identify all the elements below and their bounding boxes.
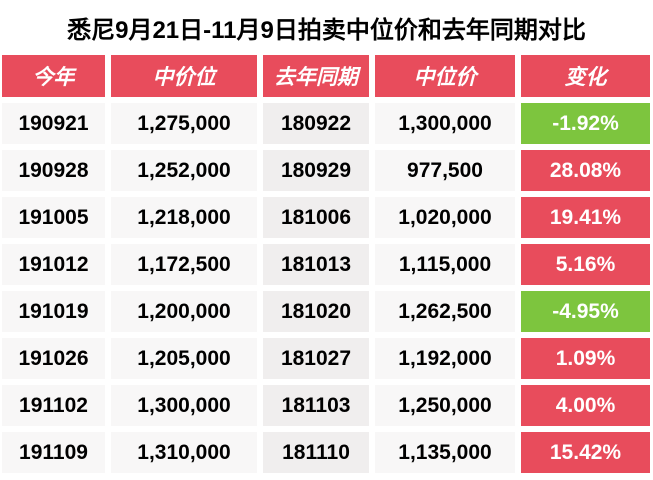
- auction-table: 今年 中价位 去年同期 中位价 变化 190921 1,275,000 180922 1,30…: [0, 55, 653, 473]
- last-year-median-cell: 1,020,000: [375, 197, 515, 238]
- last-year-cell: 181006: [263, 197, 369, 238]
- last-year-median-cell: 1,262,500: [375, 291, 515, 332]
- last-year-cell: 181110: [263, 432, 369, 473]
- last-year-median-cell: 1,300,000: [375, 103, 515, 144]
- table-row: 191019 1,200,000 181020 1,262,500 -4.95%: [2, 291, 653, 332]
- this-year-median-cell: 1,252,000: [111, 150, 257, 191]
- this-year-median-cell: 1,205,000: [111, 338, 257, 379]
- last-year-median-cell: 1,135,000: [375, 432, 515, 473]
- last-year-cell: 181020: [263, 291, 369, 332]
- change-cell: 1.09%: [521, 338, 650, 379]
- this-year-median-cell: 1,275,000: [111, 103, 257, 144]
- change-cell: -4.95%: [521, 291, 650, 332]
- change-cell: 5.16%: [521, 244, 650, 285]
- header-cell-this-year: 今年: [2, 55, 105, 97]
- this-year-cell: 191019: [2, 291, 105, 332]
- last-year-cell: 181013: [263, 244, 369, 285]
- page-title: 悉尼9月21日-11月9日拍卖中位价和去年同期对比: [67, 17, 586, 44]
- this-year-cell: 191109: [2, 432, 105, 473]
- table-row: 191005 1,218,000 181006 1,020,000 19.41%: [2, 197, 653, 238]
- table-row: 191012 1,172,500 181013 1,115,000 5.16%: [2, 244, 653, 285]
- this-year-cell: 190928: [2, 150, 105, 191]
- header-cell-this-year-median: 中价位: [111, 55, 257, 97]
- last-year-cell: 181103: [263, 385, 369, 426]
- header-cell-last-year: 去年同期: [263, 55, 369, 97]
- this-year-cell: 191005: [2, 197, 105, 238]
- this-year-median-cell: 1,200,000: [111, 291, 257, 332]
- change-cell: 28.08%: [521, 150, 650, 191]
- last-year-cell: 180929: [263, 150, 369, 191]
- this-year-median-cell: 1,300,000: [111, 385, 257, 426]
- this-year-median-cell: 1,310,000: [111, 432, 257, 473]
- this-year-cell: 191012: [2, 244, 105, 285]
- this-year-median-cell: 1,172,500: [111, 244, 257, 285]
- this-year-median-cell: 1,218,000: [111, 197, 257, 238]
- last-year-median-cell: 1,250,000: [375, 385, 515, 426]
- header-cell-change: 变化: [521, 55, 650, 97]
- table-row: 190921 1,275,000 180922 1,300,000 -1.92%: [2, 103, 653, 144]
- table-row: 190928 1,252,000 180929 977,500 28.08%: [2, 150, 653, 191]
- last-year-cell: 181027: [263, 338, 369, 379]
- change-cell: -1.92%: [521, 103, 650, 144]
- table-row: 191026 1,205,000 181027 1,192,000 1.09%: [2, 338, 653, 379]
- this-year-cell: 191026: [2, 338, 105, 379]
- change-cell: 15.42%: [521, 432, 650, 473]
- change-cell: 4.00%: [521, 385, 650, 426]
- change-cell: 19.41%: [521, 197, 650, 238]
- last-year-cell: 180922: [263, 103, 369, 144]
- table-row: 191102 1,300,000 181103 1,250,000 4.00%: [2, 385, 653, 426]
- table-row: 191109 1,310,000 181110 1,135,000 15.42%: [2, 432, 653, 473]
- last-year-median-cell: 977,500: [375, 150, 515, 191]
- last-year-median-cell: 1,115,000: [375, 244, 515, 285]
- this-year-cell: 191102: [2, 385, 105, 426]
- table-header-row: 今年 中价位 去年同期 中位价 变化: [2, 55, 653, 97]
- last-year-median-cell: 1,192,000: [375, 338, 515, 379]
- header-cell-last-year-median: 中位价: [375, 55, 515, 97]
- table-body: 190921 1,275,000 180922 1,300,000 -1.92% 1909…: [2, 103, 653, 473]
- this-year-cell: 190921: [2, 103, 105, 144]
